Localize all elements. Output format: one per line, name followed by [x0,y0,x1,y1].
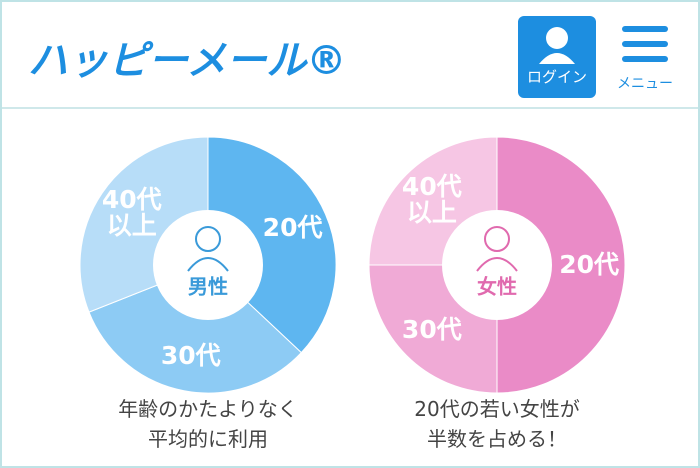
menu-bar [622,41,668,47]
login-button[interactable]: ログイン [518,16,596,98]
pie-slice [496,136,626,394]
slice-label: 20代 [559,250,620,279]
slice-label: 40代 以上 [101,185,162,241]
center-label: 女性 [477,274,517,299]
login-icon [539,53,575,64]
slice-label: 40代 以上 [401,171,462,227]
center-label: 男性 [188,274,228,299]
pie-slice [88,264,303,394]
person-head [484,226,510,252]
person-body [476,257,518,272]
person-body [187,257,229,272]
menu-button[interactable]: メニュー [617,26,673,92]
login-text: ログイン [527,68,587,86]
pie-slice [207,136,337,354]
slice-label: 20代 [262,213,323,243]
pie-hole [442,210,552,320]
menu-text: メニュー [617,76,673,92]
menu-bar [622,26,668,32]
logo[interactable]: ハッピーメール® [28,38,346,84]
person-head [195,226,221,252]
caption: 年齢のかたよりなく 平均的に利用 [118,397,298,451]
slice-label: 30代 [401,315,462,345]
menu-bar [622,56,668,62]
login-icon [546,27,568,49]
caption: 20代の若い女性が 半数を占める！ [414,397,580,451]
slice-label: 30代 [160,340,221,370]
pie-hole [153,210,263,320]
